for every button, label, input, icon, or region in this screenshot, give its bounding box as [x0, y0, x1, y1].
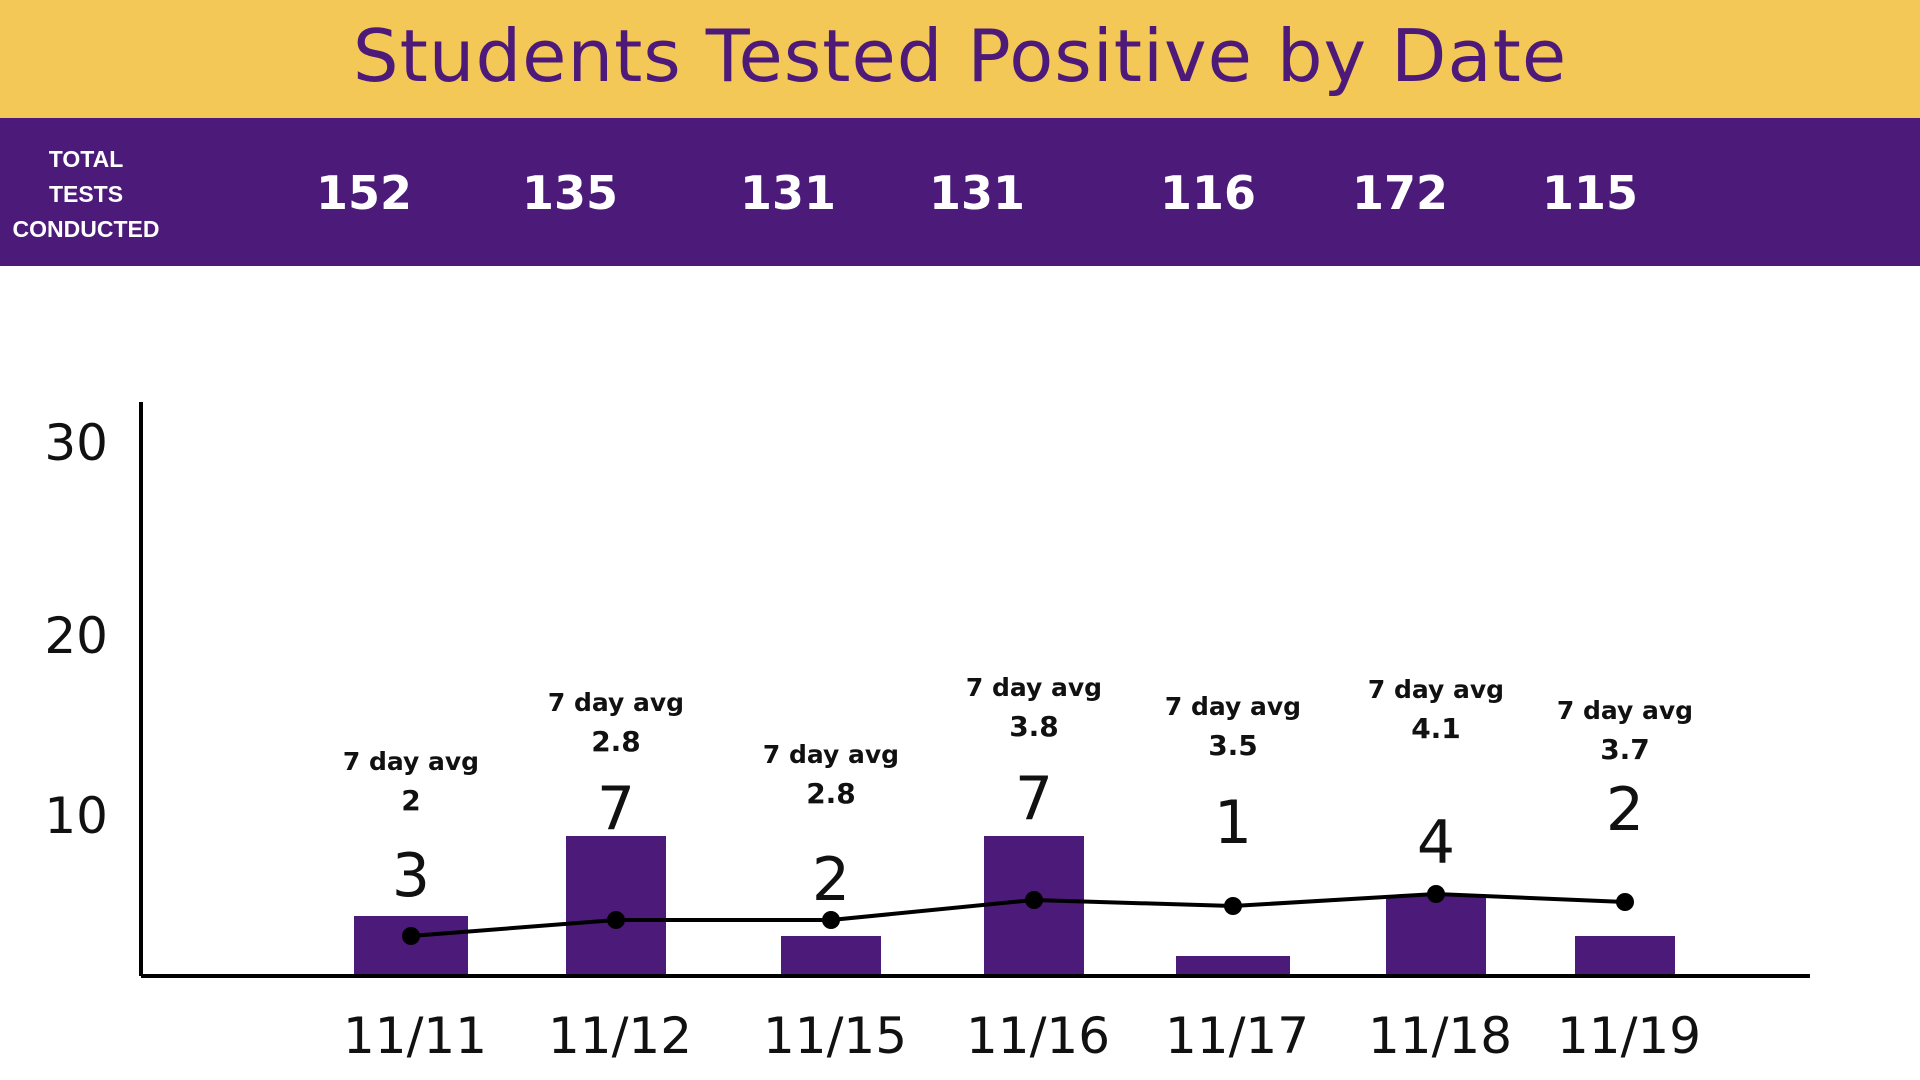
x-tick-label: 11/11 — [343, 1007, 487, 1065]
avg-value-label: 3.8 — [1009, 710, 1059, 743]
test-count: 131 — [928, 166, 1026, 220]
bar-value-label: 2 — [1606, 775, 1644, 845]
avg-caption: 7 day avg — [763, 740, 899, 769]
avg-point — [1224, 897, 1242, 915]
total-tests-label-line: TOTAL — [48, 146, 124, 172]
bar — [1575, 936, 1675, 976]
bar — [354, 916, 468, 976]
bar-value-label: 3 — [392, 841, 430, 911]
x-tick-label: 11/15 — [763, 1007, 907, 1065]
x-tick-label: 11/16 — [966, 1007, 1110, 1065]
bar-value-label: 7 — [597, 774, 635, 844]
avg-value-label: 3.7 — [1600, 733, 1650, 766]
avg-value-label: 2 — [401, 784, 420, 817]
bar-value-label: 4 — [1417, 808, 1455, 878]
y-tick-label: 30 — [44, 414, 108, 472]
test-count: 115 — [1541, 166, 1639, 220]
test-count: 135 — [521, 166, 619, 220]
bar-value-label: 2 — [812, 845, 850, 915]
x-tick-label: 11/18 — [1368, 1007, 1512, 1065]
avg-point — [1025, 891, 1043, 909]
avg-point — [1427, 885, 1445, 903]
avg-value-label: 2.8 — [591, 725, 641, 758]
avg-value-label: 2.8 — [806, 777, 856, 810]
total-tests-label-line: TESTS — [48, 181, 124, 207]
test-count: 116 — [1159, 166, 1257, 220]
bar — [781, 936, 881, 976]
test-count: 152 — [315, 166, 413, 220]
x-tick-label: 11/12 — [548, 1007, 692, 1065]
total-tests-label: TOTAL TESTS CONDUCTED — [0, 142, 172, 247]
avg-point — [822, 911, 840, 929]
avg-caption: 7 day avg — [1557, 696, 1693, 725]
avg-point — [402, 927, 420, 945]
total-tests-label-line: CONDUCTED — [12, 216, 160, 242]
avg-point — [607, 911, 625, 929]
bar — [1176, 956, 1290, 976]
total-tests-band: TOTAL TESTS CONDUCTED 152 135 131 131 11… — [0, 118, 1920, 266]
y-tick-label: 10 — [44, 787, 108, 845]
x-tick-label: 11/19 — [1557, 1007, 1701, 1065]
avg-value-label: 3.5 — [1208, 729, 1258, 762]
avg-value-label: 4.1 — [1411, 712, 1461, 745]
x-tick-label: 11/17 — [1165, 1007, 1309, 1065]
test-count: 131 — [739, 166, 837, 220]
avg-caption: 7 day avg — [966, 673, 1102, 702]
avg-point — [1616, 893, 1634, 911]
bar-value-label: 7 — [1015, 764, 1053, 834]
avg-caption: 7 day avg — [343, 747, 479, 776]
test-count: 172 — [1351, 166, 1449, 220]
avg-caption: 7 day avg — [1368, 675, 1504, 704]
y-tick-label: 20 — [44, 607, 108, 665]
avg-caption: 7 day avg — [1165, 692, 1301, 721]
bar — [566, 836, 666, 976]
bar — [1386, 896, 1486, 976]
avg-caption: 7 day avg — [548, 688, 684, 717]
title-bar: Students Tested Positive by Date — [0, 0, 1920, 118]
chart-title: Students Tested Positive by Date — [352, 14, 1568, 98]
bar-value-label: 1 — [1214, 788, 1252, 858]
